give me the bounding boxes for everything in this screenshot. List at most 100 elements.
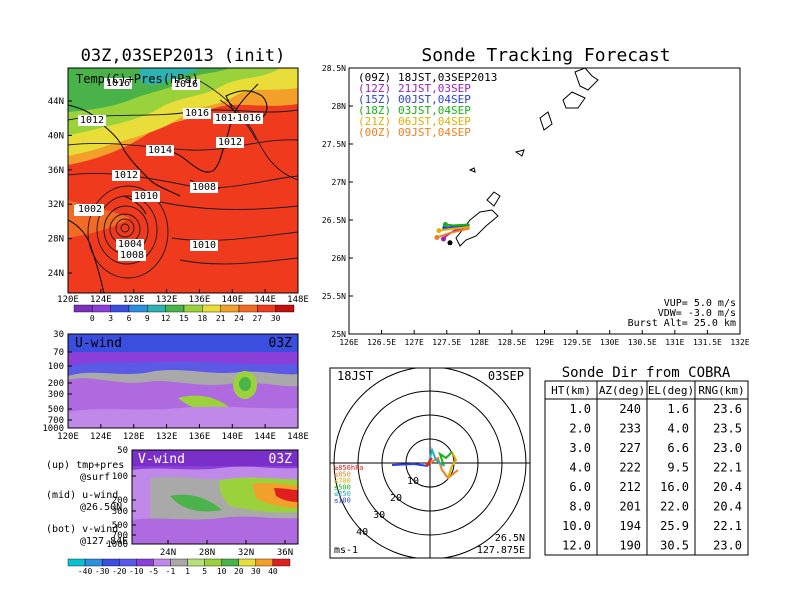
note-line: (mid) u-wind (46, 490, 118, 501)
tracking-legend-tag: (12Z) (358, 82, 391, 95)
map-lat-ticks: 24N 28N 32N 36N 40N 44N (48, 97, 72, 279)
tracking-lon-label: 128E (470, 338, 489, 347)
cobra-cell: 240 (619, 402, 641, 416)
isobar-label: 1012 (218, 137, 242, 148)
map-lat-label: 44N (48, 97, 64, 107)
temperature-field (68, 68, 298, 293)
map-lon-ticks: 120E 124E 128E 132E 136E 140E 144E 148E (57, 289, 309, 305)
u-wind-lon-label: 120E (57, 432, 79, 442)
wind-colorbar-swatch (136, 558, 154, 567)
map-lon-label: 136E (189, 295, 211, 305)
temp-colorbar-label: 21 (216, 314, 226, 323)
u-wind-lon-label: 132E (156, 432, 178, 442)
wind-colorbar-label: 5 (202, 567, 207, 576)
cobra-cell: 10.0 (562, 519, 591, 533)
wind-colorbar-label: 1 (185, 567, 190, 576)
cobra-cell: 12.0 (562, 539, 591, 553)
temp-colorbar-label: 12 (161, 314, 171, 323)
polar-level-legend: ≥850hPa≤850≤700≤500≤250≤100 (334, 464, 364, 505)
tracking-lat-label: 28N (332, 102, 347, 111)
map-lon-label: 128E (123, 295, 145, 305)
cobra-cell: 9.5 (667, 461, 689, 475)
u-wind-pres-label: 70 (53, 348, 64, 358)
map-lon-label: 144E (254, 295, 276, 305)
tracking-legend-time: 09JST,04SEP (398, 126, 471, 139)
temp-colorbar-label: 0 (90, 314, 95, 323)
cobra-cell: 23.6 (713, 402, 742, 416)
wind-colorbar-swatch (255, 558, 274, 567)
cobra-cell: 22.1 (713, 519, 742, 533)
isobar-label-bg (78, 115, 106, 126)
wind-colorbar-label: -10 (129, 567, 144, 576)
wind-colorbar-label: 30 (251, 567, 261, 576)
polar-level: ≤100 (334, 497, 351, 505)
v-wind-pres-label: 1000 (106, 540, 128, 550)
map-lat-label: 28N (48, 235, 64, 245)
temp-colorbar-label: 18 (198, 314, 208, 323)
isobar-label-bg (183, 108, 211, 119)
cobra-cell: 6.0 (569, 480, 591, 494)
u-wind-pres-label: 1000 (42, 424, 64, 434)
tracking-line (436, 227, 470, 239)
tracking-lon-label: 126E (339, 338, 358, 347)
v-wind-lat-label: 28N (199, 548, 215, 558)
u-wind-lon-label: 124E (90, 432, 112, 442)
wind-colorbar-swatch (101, 558, 120, 567)
tracking-lat-ticks: 25N 25.5N 26N 26.5N 27N 27.5N 28N 28.5N (322, 64, 353, 339)
wind-colorbar-swatch (187, 558, 205, 567)
v-wind-pres-label: 300 (112, 507, 128, 517)
tracking-endpoint (434, 234, 440, 240)
isobar-label: 1010 (134, 191, 158, 202)
polar-level: ≤700 (334, 477, 351, 485)
cobra-cell: 227 (619, 441, 641, 455)
v-wind-time: 03Z (269, 452, 293, 467)
tracking-param: VDW= -3.0 m/s (658, 308, 736, 319)
isobar-label: 1002 (78, 204, 102, 215)
tracking-endpoint (442, 222, 448, 228)
polar-time: 18JST (337, 369, 373, 383)
tracking-launch-point (447, 240, 453, 246)
tracking-series (434, 222, 470, 246)
temp-colorbar-label: 3 (108, 314, 113, 323)
isobar-label-bg (213, 113, 241, 124)
tracking-lon-label: 127E (405, 338, 424, 347)
cobra-title: Sonde Dir from COBRA (562, 365, 731, 381)
cobra-cell: 23.0 (713, 441, 742, 455)
isobar-label: 1012 (80, 115, 104, 126)
isobar-label: 1016 (106, 78, 130, 89)
wind-colorbar-swatch (272, 558, 291, 567)
u-wind-lon-label: 144E (254, 432, 276, 442)
u-wind-pres-label: 500 (48, 405, 64, 415)
polar-ring-label: 10 (407, 476, 419, 487)
polar-ring-label: 40 (356, 527, 368, 538)
u-wind-pres-label: 200 (48, 379, 64, 389)
note-line: (up) tmp+pres (46, 460, 124, 471)
map-lat-label: 36N (48, 166, 64, 176)
isobar-label-bg (190, 240, 218, 251)
temp-colorbar-swatch (147, 304, 166, 313)
v-wind-pres-label: 500 (112, 521, 128, 531)
cobra-cell: 4.0 (667, 422, 689, 436)
v-wind-lat-label: 36N (277, 548, 293, 558)
isobar-label-bg (216, 137, 244, 148)
temp-colorbar-label: 30 (271, 314, 281, 323)
tracking-legend-time: 00JST,04SEP (398, 93, 471, 106)
note-line: @surf (80, 472, 110, 483)
map-frame (67, 67, 299, 294)
cobra-header: AZ(deg) (599, 384, 645, 397)
tracking-lon-label: 132E (730, 338, 749, 347)
isobar-label-bg (235, 113, 263, 124)
temp-colorbar-swatch (110, 304, 130, 313)
tracking-legend-time: 03JST,04SEP (398, 104, 471, 117)
tracking-islands (455, 68, 599, 247)
u-wind-lon-label: 128E (123, 432, 145, 442)
isobar-label-bg (112, 170, 140, 181)
temp-colorbar-swatch (165, 304, 185, 313)
v-wind-lat-ticks: 24N 28N 32N 36N (160, 540, 293, 558)
temp-colorbar-swatch (275, 304, 295, 313)
map-lon-label: 124E (90, 295, 112, 305)
temp-colorbar-swatch (202, 304, 221, 313)
temp-colorbar-swatch (257, 304, 276, 313)
polar-ring-label: 20 (390, 493, 402, 504)
